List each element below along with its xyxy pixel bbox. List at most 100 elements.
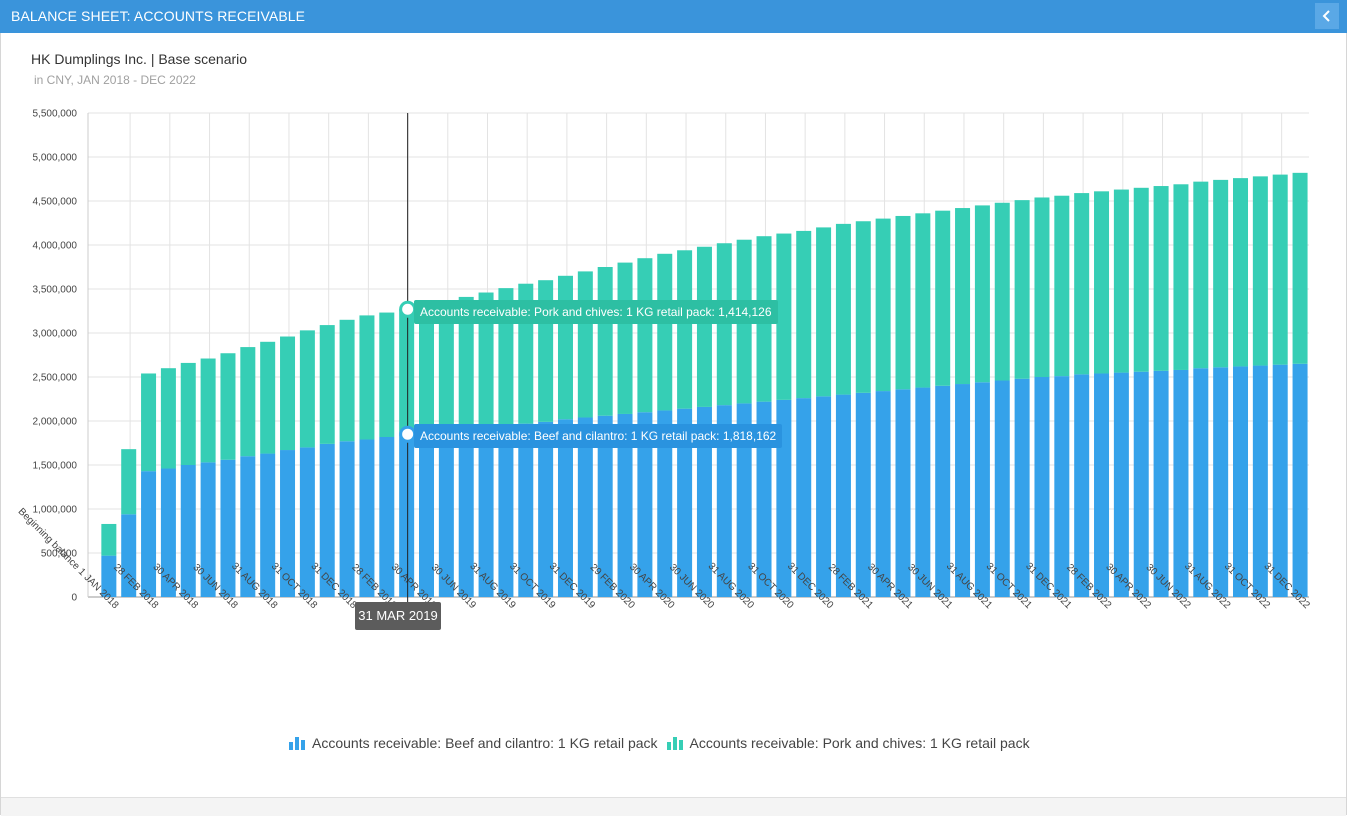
bar-pork	[816, 227, 832, 397]
tooltip-pork: Accounts receivable: Pork and chives: 1 …	[414, 300, 778, 324]
y-tick-label: 0	[71, 593, 77, 604]
bar-beef	[657, 410, 673, 597]
bar-pork	[796, 230, 812, 399]
bar-chart-icon	[289, 737, 305, 750]
chevron-left-icon	[1322, 10, 1330, 22]
y-tick-label: 1,000,000	[33, 505, 78, 516]
bar-pork	[319, 325, 335, 444]
bar-beef	[240, 456, 256, 597]
bar-pork	[875, 218, 891, 392]
bar-pork	[220, 353, 236, 460]
bar-beef	[1272, 364, 1288, 597]
marker-pork	[399, 300, 417, 318]
bar-pork	[915, 213, 931, 388]
bar-pork	[141, 373, 157, 472]
bar-pork	[1213, 179, 1229, 368]
bar-beef	[280, 450, 296, 597]
bar-pork	[339, 319, 355, 442]
bar-pork	[617, 262, 633, 414]
bar-beef	[399, 434, 415, 597]
bar-pork	[1292, 172, 1308, 364]
bar-beef	[419, 432, 435, 597]
bar-pork	[597, 267, 613, 416]
bar-beef	[1014, 378, 1030, 597]
bar-beef	[955, 384, 971, 597]
bar-pork	[240, 347, 256, 457]
bar-pork	[299, 330, 315, 448]
collapse-button[interactable]	[1315, 3, 1339, 29]
bar-beef	[816, 396, 832, 597]
y-tick-label: 2,000,000	[33, 417, 78, 428]
bar-beef	[915, 387, 931, 597]
y-tick-label: 1,500,000	[33, 461, 78, 472]
bar-chart-icon	[666, 737, 683, 750]
bar-pork	[478, 292, 494, 428]
bar-pork	[776, 233, 792, 400]
bar-beef	[875, 391, 891, 597]
bar-pork	[835, 223, 851, 395]
bar-beef	[1074, 374, 1090, 597]
legend-label-beef: Accounts receivable: Beef and cilantro: …	[312, 735, 658, 751]
legend-item-pork[interactable]: Accounts receivable: Pork and chives: 1 …	[666, 735, 1030, 751]
bar-beef	[597, 415, 613, 597]
bar-beef	[518, 423, 534, 597]
bar-beef	[776, 399, 792, 597]
bar-beef	[756, 401, 772, 597]
bar-pork	[955, 208, 971, 385]
bar-beef	[359, 439, 375, 597]
bar-beef	[974, 382, 990, 597]
legend-item-beef[interactable]: Accounts receivable: Beef and cilantro: …	[288, 735, 658, 751]
bar-beef	[478, 427, 494, 597]
bar-beef	[498, 425, 514, 597]
bar-pork	[1233, 178, 1249, 367]
bar-beef	[141, 471, 157, 597]
bar-pork	[260, 341, 276, 454]
bar-beef	[994, 380, 1010, 597]
panel-footer	[1, 797, 1346, 816]
legend-label-pork: Accounts receivable: Pork and chives: 1 …	[689, 735, 1030, 751]
bar-pork	[1133, 187, 1149, 372]
bar-beef	[339, 441, 355, 597]
bar-pork	[280, 336, 296, 451]
bar-pork	[716, 243, 732, 406]
bar-pork	[101, 523, 117, 556]
bar-pork	[637, 258, 653, 413]
bar-beef	[200, 462, 216, 597]
bar-pork	[1113, 189, 1129, 373]
bar-beef	[319, 443, 335, 597]
bar-pork	[1094, 191, 1110, 374]
bar-pork	[379, 312, 395, 438]
bar-pork	[1252, 176, 1268, 366]
y-tick-label: 3,000,000	[33, 329, 78, 340]
chart-legend: Accounts receivable: Beef and cilantro: …	[288, 735, 1038, 751]
bar-pork	[677, 250, 693, 409]
panel-title: BALANCE SHEET: ACCOUNTS RECEIVABLE	[11, 8, 306, 24]
bar-beef	[379, 437, 395, 597]
bar-beef	[1213, 367, 1229, 597]
bar-pork	[180, 362, 196, 465]
bar-beef	[458, 428, 474, 597]
bar-pork	[895, 215, 911, 390]
chart-title: HK Dumplings Inc. | Base scenario	[31, 51, 248, 67]
bar-pork	[1074, 193, 1090, 375]
tooltip-date: 31 MAR 2019	[355, 602, 441, 630]
y-tick-label: 4,000,000	[33, 241, 78, 252]
bar-beef	[796, 398, 812, 597]
bar-pork	[1153, 186, 1169, 371]
bar-beef	[1034, 377, 1050, 597]
bar-pork	[1014, 200, 1030, 379]
bar-pork	[1272, 174, 1288, 365]
panel-header: BALANCE SHEET: ACCOUNTS RECEIVABLE	[0, 0, 1347, 33]
bar-pork	[974, 205, 990, 383]
bar-beef	[1252, 365, 1268, 597]
bar-beef	[835, 394, 851, 597]
bar-pork	[557, 275, 573, 420]
bar-pork	[359, 315, 375, 440]
bar-beef	[1292, 363, 1308, 597]
bar-pork	[935, 210, 951, 386]
bar-pork	[160, 368, 176, 469]
bar-beef	[1094, 373, 1110, 597]
bar-beef	[557, 419, 573, 597]
y-tick-label: 4,500,000	[33, 197, 78, 208]
